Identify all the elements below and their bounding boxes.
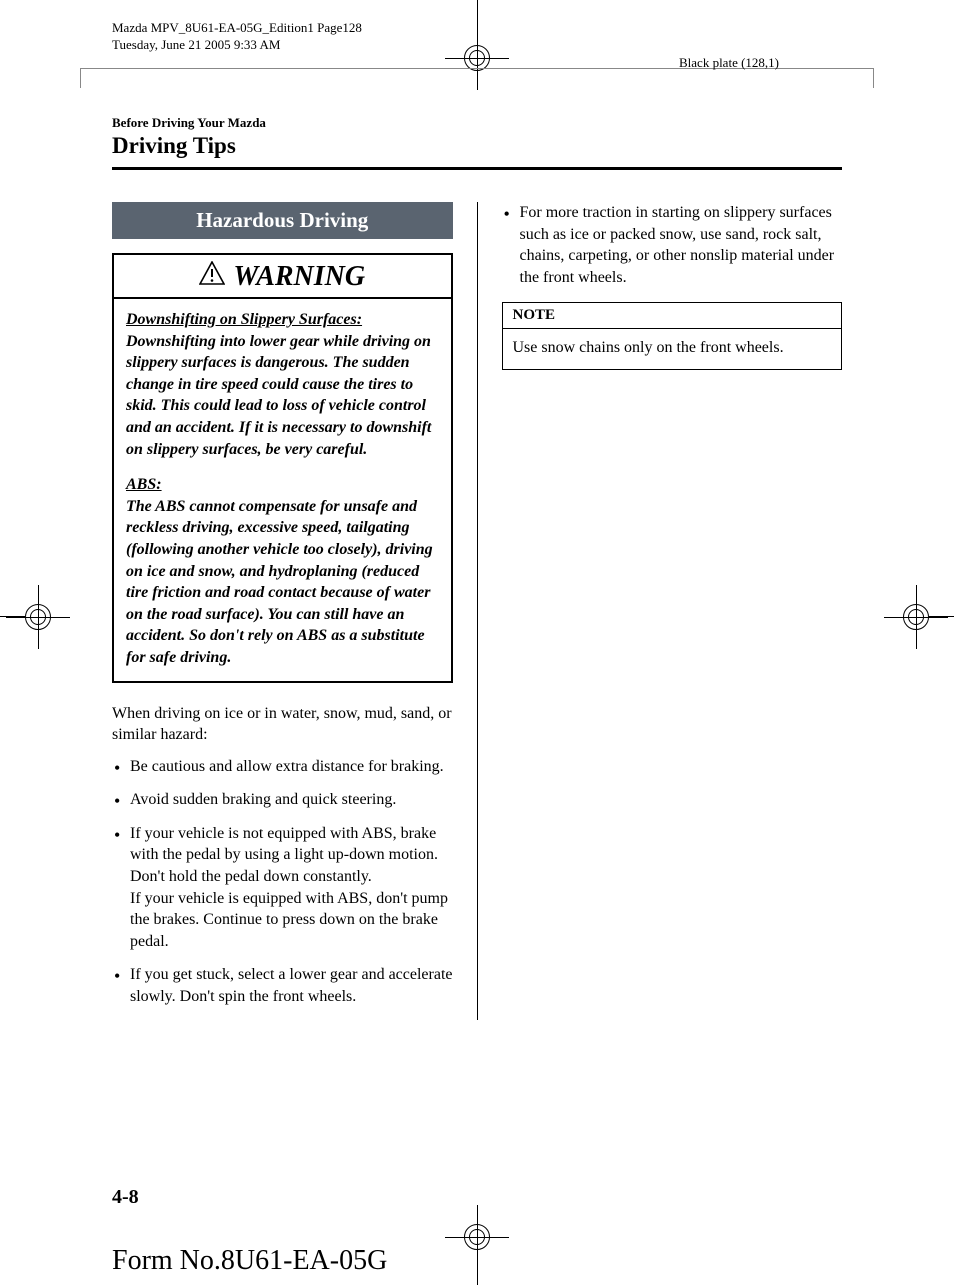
title-rule	[112, 167, 842, 170]
warning-title: WARNING	[233, 261, 365, 293]
list-item: For more traction in starting on slipper…	[502, 202, 843, 288]
warning-sub1-body: Downshifting into lower gear while drivi…	[126, 331, 439, 461]
doc-line2: Tuesday, June 21 2005 9:33 AM	[112, 37, 362, 54]
frame-line	[80, 68, 81, 88]
warning-sub2-body: The ABS cannot compensate for unsafe and…	[126, 496, 439, 669]
content-columns: Hazardous Driving WARNING Downshifting o…	[112, 202, 842, 1020]
frame-line	[873, 68, 874, 88]
warning-sub1-title: Downshifting on Slippery Surfaces:	[126, 309, 439, 331]
crop-mark-top	[464, 0, 490, 71]
page-content: Before Driving Your Mazda Driving Tips H…	[112, 115, 842, 1020]
topic-banner: Hazardous Driving	[112, 202, 453, 239]
doc-line1: Mazda MPV_8U61-EA-05G_Edition1 Page128	[112, 20, 362, 37]
column-divider	[477, 202, 478, 1020]
form-number: Form No.8U61-EA-05G	[112, 1245, 387, 1277]
warning-header: WARNING	[114, 255, 451, 297]
list-item: If your vehicle is not equipped with ABS…	[112, 823, 453, 953]
section-label: Before Driving Your Mazda	[112, 115, 842, 131]
note-body: Use snow chains only on the front wheels…	[503, 329, 842, 369]
note-box: NOTE Use snow chains only on the front w…	[502, 302, 843, 370]
section-title: Driving Tips	[112, 133, 842, 159]
black-plate-label: Black plate (128,1)	[679, 55, 779, 71]
bullet-list-right: For more traction in starting on slipper…	[502, 202, 843, 288]
header-info: Mazda MPV_8U61-EA-05G_Edition1 Page128 T…	[112, 20, 362, 54]
crop-mark-left	[0, 604, 51, 630]
page-number: 4-8	[112, 1186, 139, 1209]
left-column: Hazardous Driving WARNING Downshifting o…	[112, 202, 453, 1020]
bullet-list-left: Be cautious and allow extra distance for…	[112, 756, 453, 1008]
warning-sub2-title: ABS:	[126, 474, 439, 496]
list-item: Avoid sudden braking and quick steering.	[112, 789, 453, 811]
warning-box: WARNING Downshifting on Slippery Surface…	[112, 253, 453, 683]
note-label: NOTE	[503, 303, 842, 329]
right-column: For more traction in starting on slipper…	[502, 202, 843, 1020]
crop-mark-right	[903, 604, 954, 630]
list-item: If you get stuck, select a lower gear an…	[112, 964, 453, 1007]
crop-mark-bottom	[464, 1224, 490, 1285]
warning-icon	[199, 261, 225, 293]
intro-text: When driving on ice or in water, snow, m…	[112, 703, 453, 746]
list-item: Be cautious and allow extra distance for…	[112, 756, 453, 778]
warning-body: Downshifting on Slippery Surfaces: Downs…	[114, 299, 451, 681]
